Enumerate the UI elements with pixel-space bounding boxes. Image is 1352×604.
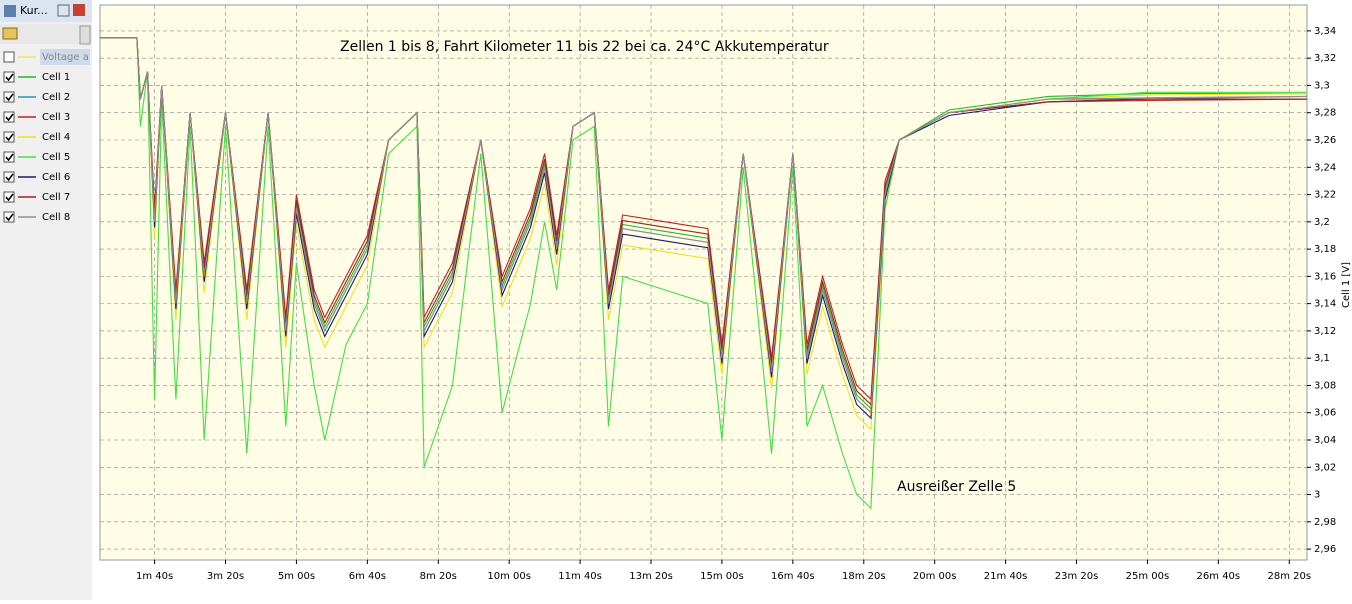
- legend-label[interactable]: Cell 8: [42, 212, 70, 223]
- x-tick-label: 23m 20s: [1055, 571, 1099, 582]
- open-icon[interactable]: [2, 27, 18, 40]
- x-tick-label: 26m 40s: [1197, 571, 1241, 582]
- x-tick-label: 18m 20s: [842, 571, 886, 582]
- checkbox[interactable]: [3, 131, 15, 143]
- legend-label[interactable]: Cell 7: [42, 192, 70, 203]
- x-tick-label: 10m 00s: [487, 571, 531, 582]
- y-tick-label: 3,02: [1314, 462, 1336, 473]
- x-tick-label: 21m 40s: [984, 571, 1028, 582]
- series-line: [100, 37, 1307, 406]
- legend-label[interactable]: Cell 3: [42, 112, 70, 123]
- y-tick-label: 3: [1314, 490, 1320, 501]
- y-tick-label: 2,96: [1314, 544, 1336, 555]
- y-tick-label: 3,32: [1314, 53, 1336, 64]
- check-mark: [5, 193, 14, 202]
- x-tick-label: 6m 40s: [349, 571, 386, 582]
- y-tick-label: 3,04: [1314, 435, 1336, 446]
- y-tick-label: 3,16: [1314, 271, 1336, 282]
- x-tick-label: 28m 20s: [1267, 571, 1311, 582]
- x-tick-label: 25m 00s: [1126, 571, 1170, 582]
- y-tick-label: 3,12: [1314, 326, 1336, 337]
- chart-title: Zellen 1 bis 8, Fahrt Kilometer 11 bis 2…: [340, 39, 829, 55]
- checkbox[interactable]: [3, 51, 15, 63]
- y-tick-label: 3,08: [1314, 380, 1336, 391]
- legend-panel: [0, 0, 92, 600]
- checkbox[interactable]: [3, 151, 15, 163]
- y-tick-label: 3,34: [1314, 26, 1336, 37]
- y-tick-label: 3,18: [1314, 244, 1336, 255]
- x-tick-label: 13m 20s: [629, 571, 673, 582]
- pin-button[interactable]: [57, 4, 70, 17]
- panel-title: Kur...: [20, 4, 48, 17]
- y-tick-label: 2,98: [1314, 517, 1336, 528]
- y-tick-label: 3,1: [1314, 353, 1330, 364]
- y-tick-label: 3,22: [1314, 190, 1336, 201]
- x-tick-label: 3m 20s: [207, 571, 244, 582]
- y-axis-label: Cell 1 [V]: [1341, 262, 1352, 308]
- check-mark: [5, 173, 14, 182]
- legend-label[interactable]: Cell 1: [42, 72, 70, 83]
- toolbar: [0, 24, 92, 44]
- x-tick-label: 11m 40s: [558, 571, 602, 582]
- close-button[interactable]: [73, 4, 85, 16]
- x-tick-label: 15m 00s: [700, 571, 744, 582]
- check-mark: [5, 153, 14, 162]
- x-tick-label: 5m 00s: [278, 571, 315, 582]
- checkbox[interactable]: [3, 171, 15, 183]
- legend-label[interactable]: Voltage a: [42, 52, 89, 63]
- y-tick-label: 3,2: [1314, 217, 1330, 228]
- y-tick-label: 3,3: [1314, 80, 1330, 91]
- y-tick-label: 3,14: [1314, 299, 1336, 310]
- check-mark: [5, 93, 14, 102]
- legend-highlight: [40, 49, 90, 65]
- check-mark: [5, 73, 14, 82]
- checkbox[interactable]: [3, 111, 15, 123]
- series-line: [100, 37, 1308, 431]
- checkbox[interactable]: [3, 191, 15, 203]
- legend-label[interactable]: Cell 4: [42, 132, 70, 143]
- y-tick-label: 3,06: [1314, 408, 1336, 419]
- series-line: [100, 37, 1307, 510]
- x-tick-label: 16m 40s: [771, 571, 815, 582]
- y-tick-label: 3,24: [1314, 162, 1336, 173]
- legend-label[interactable]: Cell 2: [42, 92, 70, 103]
- x-tick-label: 20m 00s: [913, 571, 957, 582]
- check-mark: [5, 133, 14, 142]
- check-mark: [5, 113, 14, 122]
- checkbox[interactable]: [3, 91, 15, 103]
- checkbox[interactable]: [3, 211, 15, 223]
- check-mark: [5, 213, 14, 222]
- y-tick-label: 3,28: [1314, 108, 1336, 119]
- dropdown[interactable]: [79, 25, 91, 45]
- series-line: [100, 37, 1308, 414]
- x-tick-label: 1m 40s: [136, 571, 173, 582]
- legend-label[interactable]: Cell 6: [42, 172, 70, 183]
- annotation: Ausreißer Zelle 5: [897, 479, 1016, 495]
- checkbox[interactable]: [3, 71, 15, 83]
- y-tick-label: 3,26: [1314, 135, 1336, 146]
- legend-label[interactable]: Cell 5: [42, 152, 70, 163]
- panel-icon: [4, 5, 16, 17]
- x-tick-label: 8m 20s: [420, 571, 457, 582]
